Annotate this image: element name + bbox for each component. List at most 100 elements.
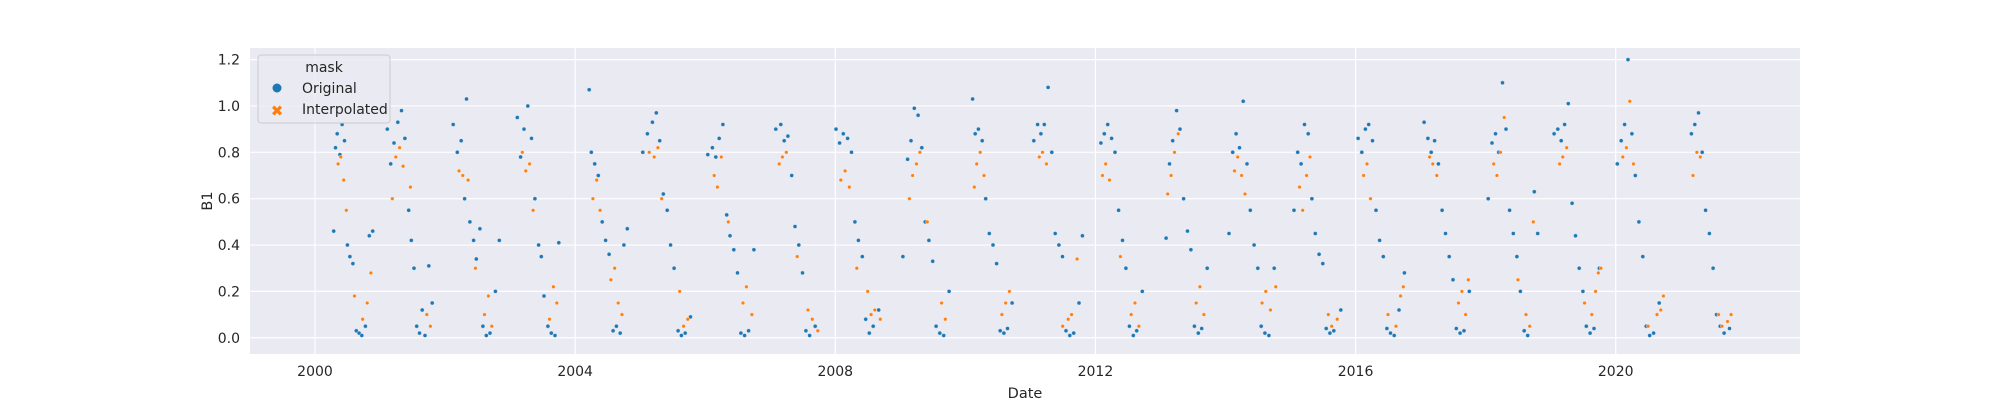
original-point bbox=[1450, 277, 1456, 282]
interpolated-point bbox=[393, 155, 398, 159]
original-point bbox=[1163, 235, 1169, 241]
interpolated-point bbox=[744, 284, 749, 289]
interpolated-point bbox=[1172, 150, 1177, 155]
original-point bbox=[1241, 99, 1246, 104]
original-point bbox=[471, 238, 476, 243]
interpolated-point bbox=[1658, 308, 1663, 312]
interpolated-point bbox=[1494, 173, 1499, 178]
y-tick-label: 0.4 bbox=[218, 238, 240, 254]
original-point bbox=[1259, 324, 1264, 329]
interpolated-point bbox=[1007, 289, 1012, 294]
original-point bbox=[1185, 228, 1190, 234]
interpolated-point bbox=[1456, 301, 1461, 305]
interpolated-point bbox=[489, 324, 494, 329]
original-point bbox=[1503, 126, 1509, 132]
original-point bbox=[1076, 300, 1082, 306]
original-point bbox=[807, 333, 812, 338]
interpolated-point bbox=[531, 208, 536, 213]
interpolated-point bbox=[616, 301, 621, 305]
original-point bbox=[908, 138, 914, 143]
original-point bbox=[998, 328, 1003, 333]
original-point bbox=[1071, 330, 1076, 336]
original-point bbox=[606, 252, 612, 257]
original-point bbox=[1443, 231, 1448, 236]
interpolated-point bbox=[1394, 324, 1398, 329]
original-point bbox=[735, 270, 740, 276]
original-point bbox=[541, 293, 547, 299]
original-point bbox=[675, 328, 681, 333]
original-point bbox=[536, 242, 541, 248]
original-point bbox=[661, 191, 666, 197]
interpolated-point bbox=[865, 289, 870, 294]
interpolated-point bbox=[1516, 277, 1520, 282]
original-point bbox=[600, 219, 605, 225]
interpolated-point bbox=[1627, 99, 1632, 104]
original-point bbox=[1313, 231, 1318, 236]
original-point bbox=[1237, 145, 1242, 150]
interpolated-point bbox=[1524, 312, 1528, 317]
original-point bbox=[356, 330, 362, 336]
x-tick-label: 2012 bbox=[1078, 364, 1114, 380]
interpolated-point bbox=[1118, 254, 1123, 259]
original-point bbox=[1591, 326, 1597, 331]
interpolated-point bbox=[1430, 161, 1435, 166]
original-point bbox=[350, 261, 356, 266]
interpolated-point bbox=[551, 284, 556, 289]
original-point bbox=[1366, 122, 1371, 127]
original-point bbox=[1381, 254, 1386, 259]
interpolated-point bbox=[590, 196, 595, 201]
original-point bbox=[837, 140, 842, 146]
original-point bbox=[1657, 300, 1662, 306]
interpolated-point bbox=[554, 301, 559, 305]
interpolated-point bbox=[978, 150, 983, 155]
original-point bbox=[342, 138, 347, 143]
interpolated-point bbox=[1365, 161, 1369, 166]
interpolated-point bbox=[1620, 155, 1625, 159]
original-point bbox=[388, 161, 393, 167]
interpolated-point bbox=[910, 173, 915, 178]
original-point bbox=[1134, 328, 1139, 333]
original-point bbox=[1636, 219, 1642, 225]
original-point bbox=[863, 317, 868, 322]
interpolated-point bbox=[1502, 115, 1507, 120]
original-point bbox=[1584, 324, 1589, 329]
interpolated-point bbox=[655, 145, 660, 150]
original-point bbox=[414, 324, 419, 329]
original-point bbox=[430, 300, 435, 306]
original-point bbox=[1493, 131, 1498, 136]
original-point bbox=[1060, 254, 1065, 259]
original-point bbox=[391, 140, 397, 146]
original-point bbox=[1532, 189, 1537, 194]
interpolated-point bbox=[1531, 219, 1536, 224]
original-point bbox=[1432, 138, 1437, 143]
original-point bbox=[1439, 208, 1445, 213]
original-point bbox=[1174, 108, 1179, 113]
interpolated-point bbox=[1596, 270, 1601, 275]
original-point bbox=[833, 126, 839, 132]
original-point bbox=[451, 122, 456, 127]
original-point bbox=[556, 240, 561, 245]
original-point bbox=[1045, 85, 1051, 90]
original-point bbox=[1429, 150, 1434, 155]
original-point bbox=[876, 307, 881, 313]
original-point bbox=[406, 208, 411, 213]
interpolated-point bbox=[344, 208, 349, 213]
original-point bbox=[1035, 122, 1040, 127]
original-point bbox=[1384, 326, 1390, 331]
original-point bbox=[1486, 196, 1491, 201]
original-point bbox=[1266, 333, 1272, 338]
interpolated-point bbox=[1527, 324, 1532, 329]
interpolated-point bbox=[1037, 155, 1042, 159]
original-point bbox=[459, 138, 464, 143]
original-point bbox=[1388, 330, 1393, 336]
interpolated-point bbox=[1066, 317, 1071, 322]
original-point bbox=[973, 131, 978, 136]
x-tick-label: 2000 bbox=[297, 364, 333, 380]
y-tick-label: 0.2 bbox=[218, 284, 240, 300]
original-point bbox=[1001, 330, 1007, 336]
interpolated-point bbox=[726, 219, 731, 224]
original-point bbox=[518, 154, 523, 160]
original-point bbox=[717, 136, 722, 141]
original-point bbox=[1622, 122, 1627, 127]
interpolated-point bbox=[473, 266, 478, 271]
